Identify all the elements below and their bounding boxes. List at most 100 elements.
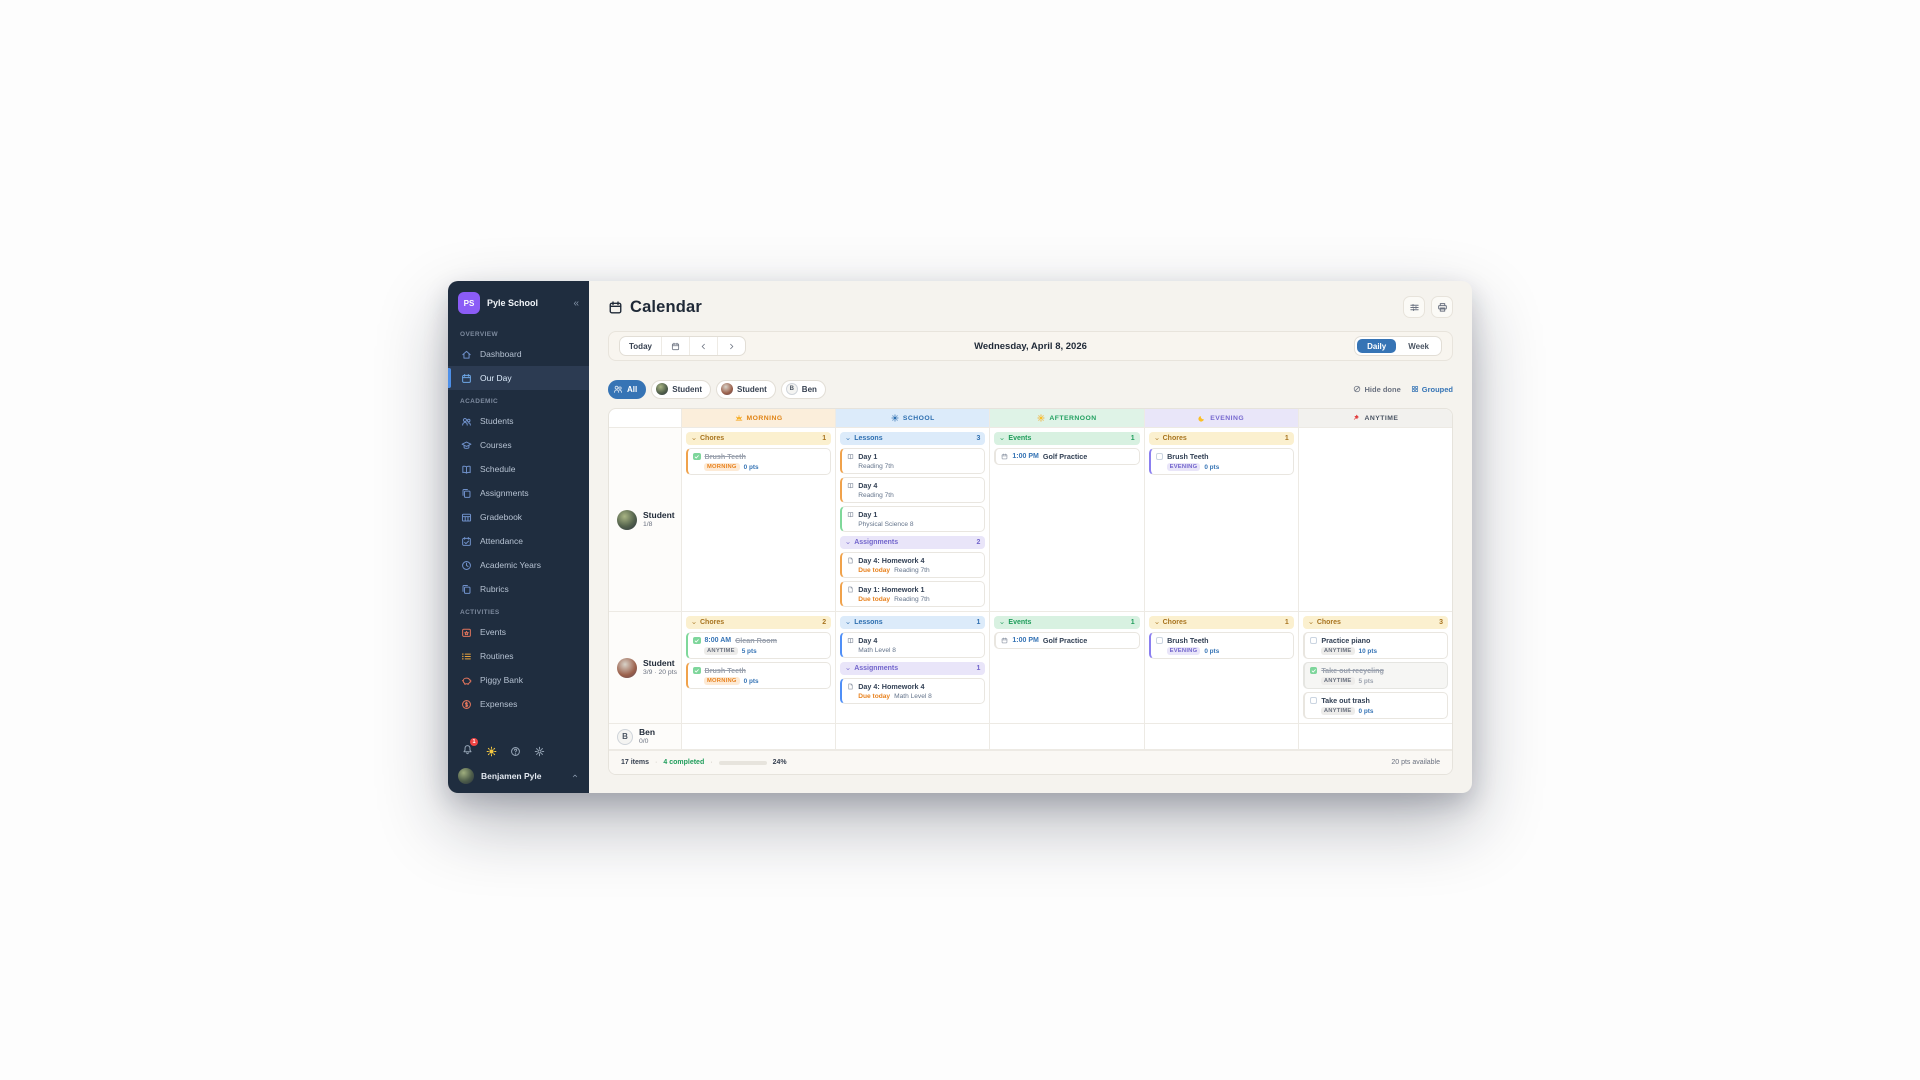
lesson-card[interactable]: Day 1 Reading 7th [840,448,986,474]
sidebar-item-rubrics[interactable]: Rubrics [448,577,589,601]
checkbox[interactable] [1309,636,1318,645]
row-student-label: Student 3/9 · 20 pts [609,612,682,723]
hide-done-toggle[interactable]: Hide done [1353,385,1401,394]
lesson-card[interactable]: Day 4 Reading 7th [840,477,986,503]
checkbox[interactable] [693,636,701,645]
checkbox[interactable] [693,452,701,461]
chevron-down-icon [845,666,851,672]
next-day-button[interactable] [718,337,745,355]
item-title: Brush Teeth [1167,636,1209,645]
time-of-day-badge: ANYTIME [1320,707,1355,715]
group-header-chores[interactable]: Chores 1 [686,432,832,445]
prev-day-button[interactable] [690,337,718,355]
chore-card[interactable]: Brush Teeth MORNING 0 pts [686,662,832,689]
checkbox[interactable] [1155,452,1164,461]
help-button[interactable] [510,746,521,757]
group-header-lessons[interactable]: Lessons 1 [840,616,986,629]
event-card[interactable]: 1:00 PM Golf Practice [994,448,1140,465]
sidebar-item-schedule[interactable]: Schedule [448,457,589,481]
chevron-down-icon [1308,620,1314,626]
chore-card[interactable]: Take out trash ANYTIME 0 pts [1302,692,1449,719]
item-title: Take out recycling [1321,666,1384,675]
circle-slash-icon [1353,385,1361,393]
assignment-card[interactable]: Day 4: Homework 4 Due today Math Level 8 [840,678,986,704]
event-card[interactable]: 1:00 PM Golf Practice [994,632,1140,649]
user-menu[interactable]: Benjamen Pyle [458,768,579,784]
cell-school: Lessons 3 Day 1 Reading 7th Day 4 Reading 7th… [836,428,991,611]
points-label: 5 pts [741,647,757,655]
assignment-card[interactable]: Day 4: Homework 4 Due today Reading 7th [840,552,986,578]
grouped-toggle[interactable]: Grouped [1411,385,1453,394]
item-title: Day 4: Homework 4 [858,682,925,691]
filter-chip-student[interactable]: Student [651,379,712,399]
sidebar-item-routines[interactable]: Routines [448,644,589,668]
table-icon [461,512,472,523]
today-button[interactable]: Today [620,337,662,355]
checkbox[interactable] [693,666,701,675]
chore-card[interactable]: Brush Teeth EVENING 0 pts [1148,448,1294,475]
sidebar-item-assignments[interactable]: Assignments [448,481,589,505]
checkbox[interactable] [1309,666,1318,675]
sidebar-item-label: Expenses [480,699,518,709]
column-header-anytime: ANYTIME [1298,409,1452,427]
group-header-lessons[interactable]: Lessons 3 [840,432,986,445]
filter-chip-all[interactable]: All [608,379,647,399]
week-view-button[interactable]: Week [1408,341,1429,351]
notifications-button[interactable]: 1 [462,738,478,760]
sidebar-item-attendance[interactable]: Attendance [448,529,589,553]
checkbox[interactable] [1155,636,1164,645]
sidebar-item-students[interactable]: Students [448,409,589,433]
group-chores: Chores 2 8:00 AM Clean Room ANYTIME 5 pts Brus… [686,616,832,689]
group-header-assignments[interactable]: Assignments 2 [840,536,986,549]
cell-afternoon [990,724,1145,749]
checkbox[interactable] [1309,696,1318,705]
filter-chip-student[interactable]: Student [716,379,776,399]
time-of-day-badge: MORNING [704,463,740,471]
group-header-events[interactable]: Events 1 [994,616,1140,629]
gear-button[interactable] [534,746,545,757]
group-count: 1 [976,619,981,626]
student-name: Student [643,657,675,668]
sidebar-item-dashboard[interactable]: Dashboard [448,342,589,366]
sidebar-item-piggy-bank[interactable]: Piggy Bank [448,668,589,692]
cell-anytime [1299,724,1452,749]
group-header-chores[interactable]: Chores 2 [686,616,832,629]
lesson-card[interactable]: Day 1 Physical Science 8 [840,506,986,532]
group-header-chores[interactable]: Chores 1 [1148,616,1294,629]
group-header-chores[interactable]: Chores 3 [1302,616,1449,629]
chore-card[interactable]: Brush Teeth EVENING 0 pts [1148,632,1294,659]
event-time: 1:00 PM [1012,637,1039,644]
sidebar-item-academic-years[interactable]: Academic Years [448,553,589,577]
group-header-events[interactable]: Events 1 [994,432,1140,445]
item-title: Brush Teeth [704,666,746,675]
sidebar-item-expenses[interactable]: Expenses [448,692,589,716]
daily-view-button[interactable]: Daily [1357,339,1397,353]
sun-button[interactable] [486,746,497,757]
sidebar-item-gradebook[interactable]: Gradebook [448,505,589,529]
group-header-assignments[interactable]: Assignments 1 [840,662,986,675]
chore-card[interactable]: 8:00 AM Clean Room ANYTIME 5 pts [686,632,832,659]
group-count: 1 [1130,619,1135,626]
sliders-button[interactable] [1403,296,1425,318]
chore-card[interactable]: Practice piano ANYTIME 10 pts [1302,632,1449,659]
filter-chip-ben[interactable]: B Ben [780,379,826,399]
chore-card[interactable]: Take out recycling ANYTIME 5 pts [1302,662,1449,689]
calendar-grid: MORNING SCHOOL AFTERNOON EVENING ANYTIME Stu… [608,408,1453,775]
group-header-chores[interactable]: Chores 1 [1148,432,1294,445]
calendar-icon [671,342,680,351]
sidebar-item-courses[interactable]: Courses [448,433,589,457]
lesson-card[interactable]: Day 4 Math Level 8 [840,632,986,658]
sidebar-item-events[interactable]: Events [448,620,589,644]
chore-card[interactable]: Brush Teeth MORNING 0 pts [686,448,832,475]
date-picker-button[interactable] [662,337,690,355]
printer-button[interactable] [1431,296,1453,318]
collapse-sidebar-button[interactable]: « [573,297,579,309]
group-label: Chores [1316,619,1341,626]
sidebar-item-our-day[interactable]: Our Day [448,366,589,390]
sidebar-section-label: OVERVIEW [460,331,499,338]
group-label: Chores [700,619,725,626]
assignment-card[interactable]: Day 1: Homework 1 Due today Reading 7th [840,581,986,607]
chevron-up-icon [571,772,579,780]
group-count: 3 [1439,619,1444,626]
group-chores: Chores 1 Brush Teeth EVENING 0 pts [1148,432,1294,475]
